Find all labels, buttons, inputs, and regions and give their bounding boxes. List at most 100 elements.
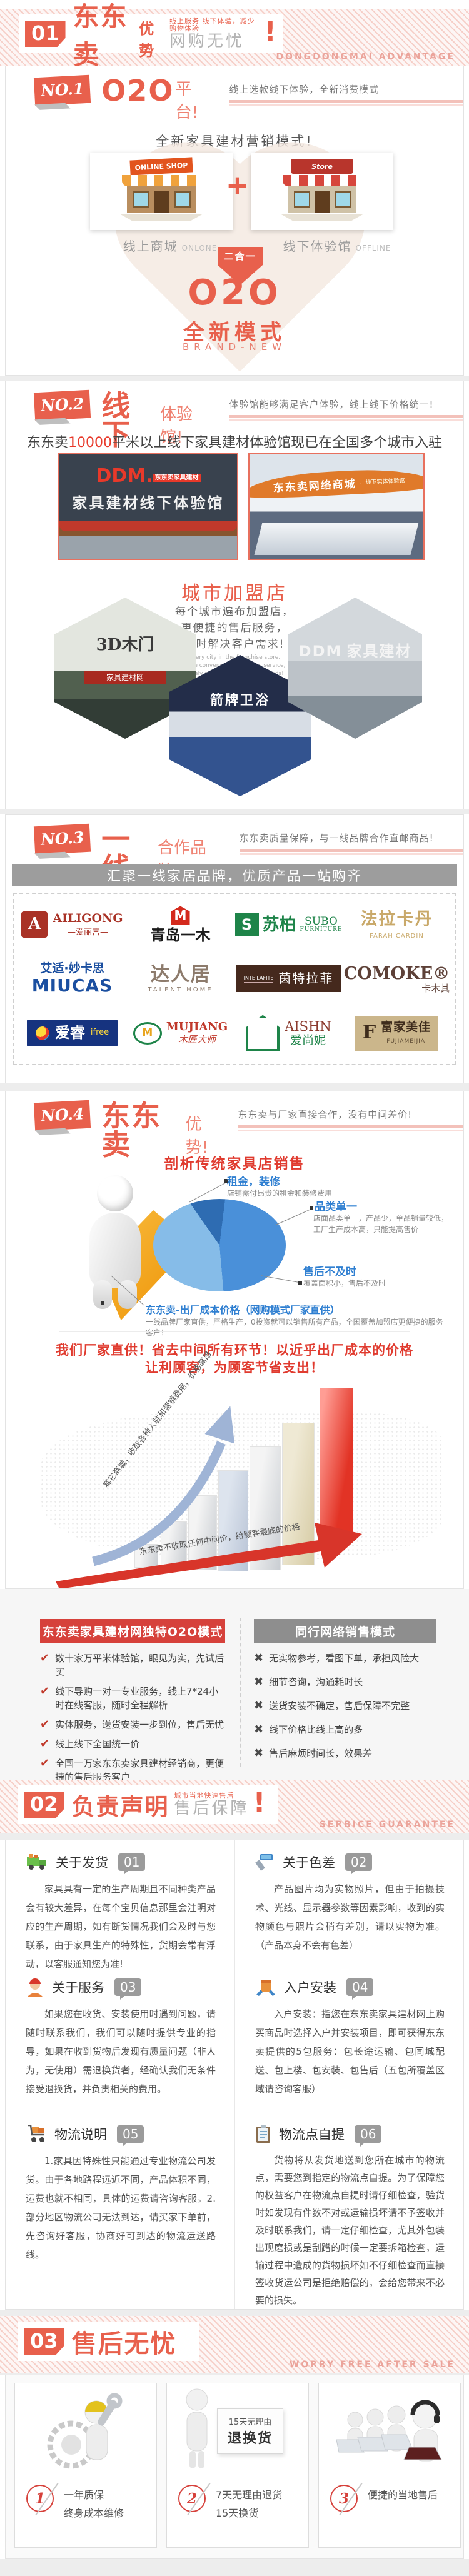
- lafite-crest-icon: INTE LAFITE: [243, 975, 274, 983]
- clipboard-icon: [256, 2125, 270, 2143]
- step-number-circle: 2: [178, 2485, 206, 2512]
- check-icon: ✔: [40, 1685, 50, 1698]
- step-number-circle: 3: [330, 2485, 358, 2512]
- brand-qingdao-yimu: M 青岛一木: [151, 906, 211, 944]
- peer-mode-column: 同行网络销售模式 ✖ 无实物参考，看图下单，承担风险大 ✖ 细节咨询，沟通耗时长 ✖…: [254, 1619, 436, 1770]
- band1-sub: 优势: [139, 20, 156, 59]
- column-divider: [240, 1618, 241, 1767]
- after-sale-warranty-card: 1 一年质保 终身成本维修: [14, 2383, 157, 2548]
- no1-title: O2O: [101, 74, 174, 108]
- awning: [122, 175, 201, 186]
- ddm-mode-item: ✔ 实体服务，送货安装一步到位，售后无忧: [40, 1718, 224, 1731]
- card-brand-partners: NO.3 一线 合作品牌! 东东卖质量保障，与一线品牌合作直邮商品! 汇聚一线家…: [5, 814, 464, 1083]
- no3-badge: NO.3: [33, 823, 91, 855]
- arrow-triangle: [218, 265, 263, 285]
- service-support: 关于服务 03 如果您在收货、安装使用时遇到问题，请随时联系我们，我们可以随时提…: [6, 1965, 234, 2112]
- cross-icon: ✖: [254, 1699, 264, 1712]
- brand-inte-lafite: INTE LAFITE 茵特拉菲: [236, 965, 341, 993]
- callout4-title: 东东卖-出厂成本价格（网购模式厂家直供）: [146, 1304, 340, 1316]
- band2-gray-text: 售后保障: [174, 1798, 250, 1818]
- 3d-person-figure: [79, 1175, 167, 1310]
- brand-talent-home: 达人居 TALENT HOME: [148, 963, 213, 994]
- no3-subtitle: 东东卖质量保障，与一线品牌合作直邮商品!: [239, 831, 463, 855]
- brand-ailigong: A AILIGONG —爱丽宫—: [21, 911, 123, 938]
- peer-mode-item: ✖ 线下价格比线上高的多: [254, 1723, 363, 1736]
- band2-title-box: 02 负责声明 城市当地快速售后 售后保障 !: [18, 1785, 278, 1824]
- band2-title: 负责声明: [71, 1793, 169, 1820]
- area-number: 10000: [68, 435, 112, 451]
- direct-supply-heading-1: 我们厂家直供！省去中间所有环节！以近乎出厂成本的价格: [56, 1343, 413, 1358]
- cross-icon: ✖: [254, 1675, 264, 1688]
- peer-mode-item: ✖ 送货安装不确定，售后保障不完整: [254, 1699, 410, 1712]
- card-offline-experience: NO.2 线下 体验馆! 体验馆能够满足客户体验，线上线下价格统一! 东东卖10…: [5, 381, 464, 809]
- two-in-one-arrow: 二合一: [218, 247, 263, 285]
- awning: [283, 175, 361, 186]
- band3-title-box: 03 售后无忧: [18, 2322, 199, 2361]
- blue-pie: [153, 1199, 286, 1318]
- callout1-desc: 店铺需付昂贵的租金和装修费用: [227, 1189, 333, 1198]
- brand-aishn: AISHN 爱尚妮: [246, 1015, 331, 1051]
- band2-number: 02: [24, 1792, 64, 1818]
- check-icon: ✔: [40, 1651, 50, 1665]
- service-number-badge: 05: [117, 2125, 144, 2147]
- band1-small-text: 线上服务 线下体验，减少购物体验: [169, 16, 255, 33]
- brand-strip-heading: 汇聚一线家居品牌，优质产品一站购齐: [12, 864, 457, 886]
- card-service-statements: 关于发货 01 家具具有一定的生产周期且不同种类产品会有较大差异，在每个宝贝信息…: [5, 1840, 464, 2310]
- red-price-arrow: [56, 1523, 362, 1588]
- service-pickup: 物流点自提 06 货物将从发货地送到您所在城市的物流点，需要您到指定的物流点自提…: [234, 2112, 463, 2309]
- step-base: [280, 214, 364, 221]
- service-number-badge: 06: [355, 2125, 382, 2147]
- callout2-title: 品类单一: [315, 1201, 357, 1213]
- no4-badge: NO.4: [33, 1100, 91, 1131]
- brand-mujiang: M MUJIANG 木匠大师: [133, 1020, 228, 1045]
- cross-icon: ✖: [254, 1723, 264, 1736]
- brand-grid: A AILIGONG —爱丽宫— M 青岛一木 S 苏柏 SUBO FURNITU…: [13, 893, 456, 1065]
- brand-comoke: COMOKE® 卡木其: [343, 963, 450, 994]
- aishn-house-icon: [246, 1015, 280, 1051]
- cross-icon: ✖: [254, 1651, 264, 1665]
- ddm-mode-item: ✔ 数十家万平米体验馆，眼见为实，先试后买: [40, 1651, 224, 1678]
- top-margin: [0, 0, 469, 9]
- ifree-bird-icon: [35, 1026, 49, 1040]
- no4-subtitle: 东东卖与厂家直接合作，没有中间差价!: [238, 1108, 463, 1131]
- brand-miucas: 艾适·妙卡思 MIUCAS: [31, 961, 113, 996]
- service-installation: 入户安装 04 入户安装：指您在东东卖家具建材网上购买商品时选择入户并安装项目，…: [234, 1965, 463, 2112]
- underline-bar: [229, 419, 463, 421]
- service-logistics: 物流说明 05 1.家具因特殊性只能通过专业物流公司发货。由于各地路程远近不同，…: [6, 2112, 234, 2309]
- step-number-circle: 1: [26, 2485, 54, 2512]
- door: [154, 191, 169, 213]
- band3-number: 03: [24, 2328, 64, 2355]
- direct-supply-heading-2: 让利顾客，为顾客节省支出！: [145, 1360, 324, 1375]
- callout4-desc: 一线品牌厂家直供，严格生产，0投资就可以销售所有产品，全国覆盖加盟店更便捷的服务…: [146, 1318, 443, 1337]
- callout1-title: 租金，装修: [227, 1176, 280, 1188]
- no2-badge: NO.2: [33, 389, 91, 421]
- underline-bar: [239, 853, 463, 855]
- mode-comparison-section: 东东卖家具建材网独特O2O模式 ✔ 数十家万平米体验馆，眼见为实，先试后买 ✔ 线下…: [0, 1589, 469, 1780]
- mujiang-logo-icon: M: [133, 1021, 162, 1045]
- no2-title: 线下: [101, 389, 132, 451]
- card-o2o-platform: NO.1 O2O 平台! 线上选款线下体验，全新消费模式 全新家具建材营销模式!…: [5, 66, 464, 376]
- worker-icon: [28, 1978, 43, 1997]
- trolley-icon: [28, 2125, 44, 2142]
- keyboard-base: [119, 214, 203, 221]
- callout3-title: 售后不及时: [303, 1266, 356, 1278]
- o2o-wordmark: O2O: [188, 273, 281, 313]
- service-counter: [254, 523, 419, 555]
- band2-exclaim: !: [253, 1786, 266, 1818]
- service-shipping: 关于发货 01 家具具有一定的生产周期且不同种类产品会有较大差异，在每个宝贝信息…: [26, 1853, 216, 1970]
- underline-bar: [239, 849, 463, 852]
- peer-mode-header: 同行网络销售模式: [254, 1619, 436, 1643]
- service-number-badge: 02: [345, 1853, 373, 1875]
- service-number-badge: 03: [114, 1978, 142, 2000]
- band1-exclaim: !: [263, 15, 276, 48]
- figure-holding-sign: 15天无理由 退换货: [167, 2383, 308, 2478]
- repairman-figure: [15, 2383, 156, 2478]
- ddm-mode-header: 东东卖家具建材网独特O2O模式: [40, 1619, 225, 1643]
- after-sale-local-service-card: 3 便捷的当地售后: [318, 2383, 461, 2548]
- return-sign: 15天无理由 退换货: [216, 2408, 283, 2454]
- no1-subtitle: 线上选款线下体验，全新消费模式: [229, 83, 463, 106]
- new-mode-text: 全新模式: [183, 320, 286, 345]
- no2-title-suffix: 体验馆!: [159, 405, 193, 447]
- peer-mode-item: ✖ 售后麻烦时间长，效果差: [254, 1747, 373, 1760]
- brand-new-text: BRAND-NEW: [182, 341, 287, 353]
